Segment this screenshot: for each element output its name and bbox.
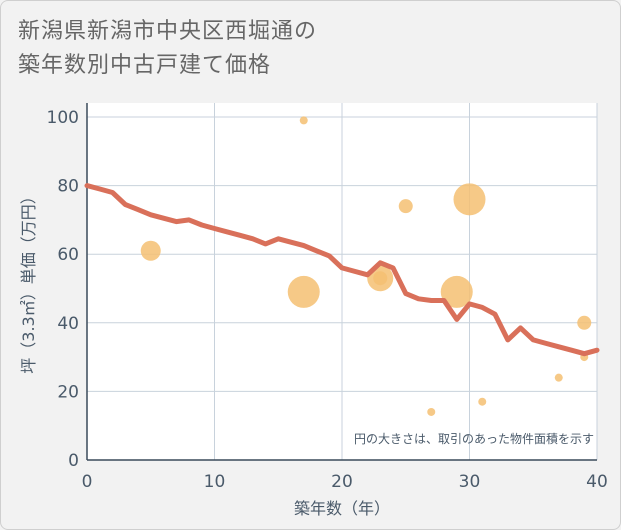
- data-bubble: [287, 275, 320, 308]
- x-tick-label: 40: [586, 472, 608, 492]
- y-tick-label: 60: [57, 245, 79, 265]
- grid-lines: [86, 103, 598, 461]
- y-tick-label: 0: [68, 451, 79, 471]
- y-axis-label: 坪（3.3㎡）単価（万円）: [19, 188, 38, 373]
- data-bubble: [299, 116, 308, 125]
- average-price-line: [84, 183, 600, 357]
- x-axis-label: 築年数（年）: [294, 499, 390, 518]
- data-bubble: [140, 240, 161, 261]
- data-bubble: [453, 183, 486, 216]
- axis-ticks: 0 10 20 30 40 0 20 40 60 80 100: [47, 108, 608, 492]
- data-bubble: [398, 199, 413, 214]
- data-bubble: [427, 407, 436, 416]
- x-tick-label: 10: [204, 472, 226, 492]
- chart-title-line-2: 築年数別中古戸建て価格: [18, 53, 272, 78]
- data-bubble: [554, 373, 563, 382]
- x-tick-label: 20: [331, 472, 353, 492]
- x-tick-label: 0: [82, 472, 93, 492]
- bubble-series: [140, 116, 592, 416]
- y-tick-label: 40: [57, 314, 79, 334]
- chart-title-line-1: 新潟県新潟市中央区西堀通の: [18, 19, 318, 44]
- annotation-text: 円の大きさは、取引のあった物件面積を示す: [354, 431, 594, 446]
- y-tick-label: 80: [57, 177, 79, 197]
- x-tick-label: 30: [459, 472, 481, 492]
- y-tick-label: 20: [57, 382, 79, 402]
- data-bubble: [440, 275, 473, 308]
- y-tick-label: 100: [47, 108, 79, 128]
- data-bubble: [373, 271, 388, 286]
- data-bubble: [577, 315, 592, 330]
- data-bubble: [478, 397, 487, 406]
- chart-title: 新潟県新潟市中央区西堀通の 築年数別中古戸建て価格: [18, 15, 317, 83]
